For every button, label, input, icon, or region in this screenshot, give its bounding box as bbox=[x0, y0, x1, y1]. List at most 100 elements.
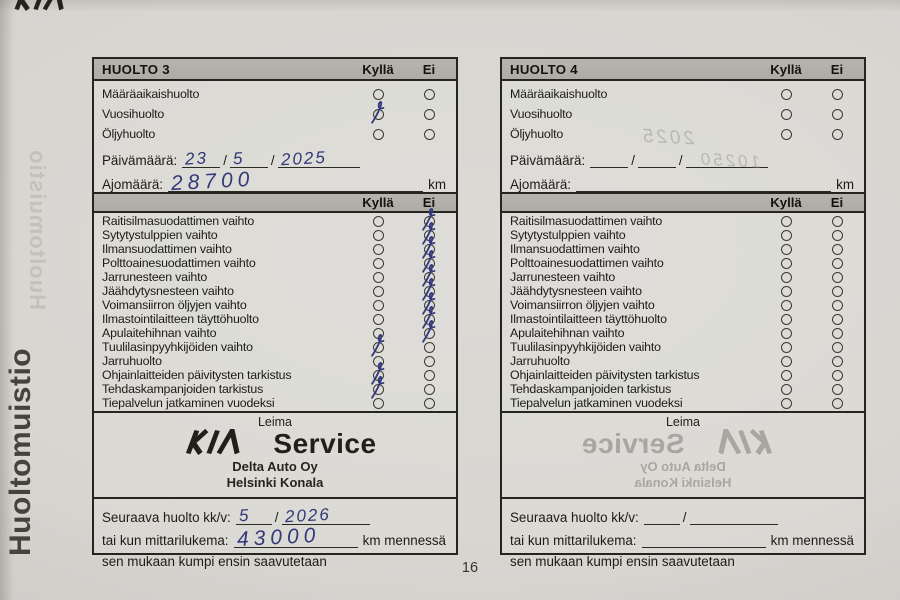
next-service-label: Seuraava huolto kk/v: bbox=[102, 510, 231, 525]
pen-mark-icon bbox=[421, 249, 435, 273]
service-item-row: Määräaikaishuolto bbox=[502, 84, 864, 104]
checkbox-yes bbox=[350, 397, 406, 409]
service-item-row: Öljyhuolto bbox=[94, 124, 456, 144]
checkbox-no bbox=[814, 271, 860, 283]
item-label: Voimansiirron öljyjen vaihto bbox=[510, 298, 655, 312]
date-separator: / bbox=[270, 153, 275, 168]
service-item-row: Vuosihuolto bbox=[502, 104, 864, 124]
check-circle bbox=[780, 397, 792, 409]
item-label: Voimansiirron öljyjen vaihto bbox=[102, 298, 247, 312]
page-number: 16 bbox=[461, 560, 479, 576]
service-item-row: Raitisilmasuodattimen vaihto bbox=[94, 207, 456, 231]
check-circle bbox=[372, 215, 384, 227]
check-circle bbox=[780, 257, 792, 269]
checkbox-no bbox=[814, 257, 860, 269]
checkbox-no bbox=[814, 88, 860, 100]
service-record-box-4: HUOLTO 4 Kyllä Ei Määräaikaishuolto Vuosi… bbox=[500, 57, 866, 569]
service-item-row: Vuosihuolto bbox=[94, 100, 456, 124]
date-month-line bbox=[637, 144, 676, 168]
service-item-row: Jäähdytysnesteen vaihto bbox=[94, 277, 456, 301]
pen-mark-icon bbox=[370, 333, 384, 357]
check-circle bbox=[780, 341, 792, 353]
checkbox-yes bbox=[350, 257, 406, 269]
checkbox-no bbox=[406, 369, 452, 381]
whichever-first-note: sen mukaan kumpi ensin saavutetaan bbox=[102, 554, 327, 569]
checkbox-yes bbox=[758, 215, 814, 227]
maintenance-items: Raitisilmasuodattimen vaihto Sytytystulpp… bbox=[94, 207, 456, 411]
check-circle bbox=[372, 397, 384, 409]
service-item-row: Jarrunesteen vaihto bbox=[94, 263, 456, 287]
item-label: Jarrunesteen vaihto bbox=[510, 270, 616, 284]
pen-mark-icon bbox=[370, 100, 384, 124]
pen-mark-icon bbox=[421, 319, 435, 343]
service-item-row: Voimansiirron öljyjen vaihto bbox=[502, 298, 864, 312]
check-circle bbox=[831, 369, 843, 381]
check-circle bbox=[831, 383, 843, 395]
check-circle bbox=[372, 313, 384, 325]
check-circle bbox=[423, 369, 435, 381]
pen-mark-icon bbox=[421, 305, 435, 329]
service-item-row: Polttoainesuodattimen vaihto bbox=[94, 249, 456, 273]
odometer-label: tai kun mittarilukema: bbox=[102, 533, 229, 548]
checkbox-no bbox=[814, 369, 860, 381]
handwritten-odometer: 43000 bbox=[235, 523, 321, 552]
handwritten-month: 5 bbox=[232, 148, 245, 169]
item-label: Tuulilasinpyyhkijöiden vaihto bbox=[102, 340, 253, 354]
next-month-line bbox=[643, 502, 680, 525]
check-circle bbox=[780, 88, 792, 100]
kia-logo-icon bbox=[173, 423, 261, 460]
checkbox-yes bbox=[350, 375, 406, 399]
service-item-row: Tehdaskampanjoiden tarkistus bbox=[94, 375, 456, 399]
column-header-no: Ei bbox=[422, 61, 436, 77]
summary-section: Määräaikaishuolto Vuosihuolto Öljyhuolto P… bbox=[502, 81, 864, 192]
check-circle bbox=[831, 355, 843, 367]
date-year-line bbox=[685, 144, 768, 168]
stamp-section: Leima Service Delta Auto Oy Helsinki bbox=[94, 411, 456, 497]
check-circle bbox=[831, 215, 843, 227]
check-circle bbox=[780, 355, 792, 367]
check-circle bbox=[831, 243, 843, 255]
check-circle bbox=[370, 375, 384, 399]
check-circle bbox=[372, 257, 384, 269]
check-circle bbox=[372, 285, 384, 297]
check-circle bbox=[831, 257, 843, 269]
checkbox-yes bbox=[758, 285, 814, 297]
service-item-row: Ohjainlaitteiden päivitysten tarkistus bbox=[94, 361, 456, 385]
mileage-label: Ajomäärä: bbox=[510, 177, 572, 192]
next-service-label: Seuraava huolto kk/v: bbox=[510, 510, 639, 525]
check-circle bbox=[780, 299, 792, 311]
check-circle bbox=[372, 128, 384, 140]
service-item-row: Tiepalvelun jatkaminen vuodeksi bbox=[94, 396, 456, 410]
check-circle bbox=[423, 355, 435, 367]
check-circle bbox=[780, 369, 792, 381]
item-label: Tuulilasinpyyhkijöiden vaihto bbox=[510, 340, 661, 354]
dealer-name: Delta Auto Oy bbox=[232, 459, 318, 474]
stamp-section: Leima Service Delta Auto Oy Helsinki bbox=[502, 411, 864, 497]
dealer-stamp-bleedthrough: Service Delta Auto Oy Helsinki Konala bbox=[502, 423, 864, 490]
check-circle bbox=[423, 341, 435, 353]
check-circle bbox=[780, 313, 792, 325]
mileage-line: 28700 bbox=[168, 168, 424, 195]
box-header: HUOLTO 4 Kyllä Ei bbox=[502, 59, 864, 81]
checkbox-no bbox=[814, 299, 860, 311]
odometer-line bbox=[641, 525, 766, 548]
check-circle bbox=[831, 229, 843, 241]
item-label: Apulaitehihnan vaihto bbox=[102, 326, 217, 340]
next-service-section: Seuraava huolto kk/v: / tai kun mittaril… bbox=[502, 497, 864, 569]
whichever-first-note: sen mukaan kumpi ensin saavutetaan bbox=[510, 554, 735, 569]
item-label: Tiepalvelun jatkaminen vuodeksi bbox=[510, 396, 683, 410]
checklist-header: Kyllä Ei bbox=[502, 192, 864, 213]
service-item-row: Ilmansuodattimen vaihto bbox=[94, 235, 456, 259]
checkbox-yes bbox=[758, 341, 814, 353]
date-label: Päivämäärä: bbox=[102, 153, 178, 168]
km-by-label: km mennessä bbox=[770, 533, 854, 548]
checkbox-no bbox=[814, 355, 860, 367]
service-item-row: Öljyhuolto bbox=[502, 124, 864, 144]
service-item-row: Raitisilmasuodattimen vaihto bbox=[502, 214, 864, 228]
item-label: Öljyhuolto bbox=[510, 127, 564, 141]
check-circle bbox=[423, 128, 435, 140]
km-unit: km bbox=[428, 177, 446, 192]
checkbox-yes bbox=[758, 243, 814, 255]
item-label: Jarruhuolto bbox=[510, 354, 570, 368]
pen-mark-icon bbox=[421, 291, 435, 315]
